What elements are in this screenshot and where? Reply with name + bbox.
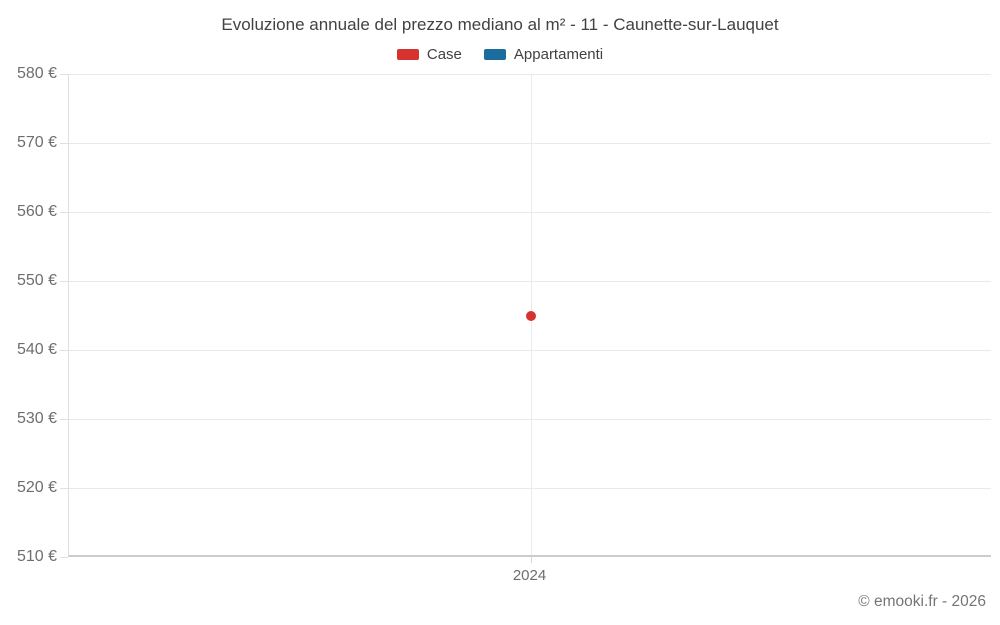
x-axis-tick-label: 2024 (512, 567, 547, 584)
plot-area (60, 74, 991, 563)
legend-label-case: Case (426, 46, 462, 63)
chart-legend: Case Appartamenti (0, 46, 1000, 63)
chart-title: Evoluzione annuale del prezzo mediano al… (221, 15, 779, 34)
y-axis-tick-label: 540 € (16, 341, 57, 358)
y-axis-tick (60, 419, 68, 420)
y-axis-tick-label: 520 € (16, 479, 57, 496)
watermark-credit: © emooki.fr - 2026 (858, 593, 986, 610)
gridline-horizontal (69, 419, 991, 420)
y-axis-tick-label: 570 € (16, 134, 57, 151)
y-axis-tick (60, 488, 68, 489)
y-axis-tick (60, 212, 68, 213)
y-axis-tick-label: 530 € (16, 410, 57, 427)
case-legend-swatch (396, 49, 419, 60)
gridline-horizontal (69, 74, 991, 75)
data-point-case[interactable] (525, 310, 536, 321)
y-axis-tick-label: 550 € (16, 272, 57, 289)
appartamenti-legend-swatch (483, 49, 506, 60)
legend-item-appartamenti[interactable]: Appartamenti (483, 46, 604, 63)
y-axis-tick-label: 580 € (16, 65, 57, 82)
y-axis-tick-label: 510 € (16, 548, 57, 565)
y-axis-tick-label: 560 € (16, 203, 57, 220)
y-axis-tick (60, 74, 68, 75)
legend-label-appartamenti: Appartamenti (513, 46, 604, 63)
y-axis-tick (60, 557, 68, 558)
gridline-horizontal (69, 281, 991, 282)
y-axis-tick (60, 350, 68, 351)
x-axis-tick (530, 557, 532, 563)
gridline-horizontal (69, 212, 991, 213)
y-axis-tick (60, 281, 68, 282)
gridline-horizontal (69, 350, 991, 351)
gridline-horizontal (69, 488, 991, 489)
y-axis-tick (60, 143, 68, 144)
y-axis-labels: 580 € 570 € 560 € 550 € 540 € 530 € 520 € 510 € (0, 65, 57, 565)
legend-item-case[interactable]: Case (396, 46, 462, 63)
gridline-horizontal (69, 143, 991, 144)
